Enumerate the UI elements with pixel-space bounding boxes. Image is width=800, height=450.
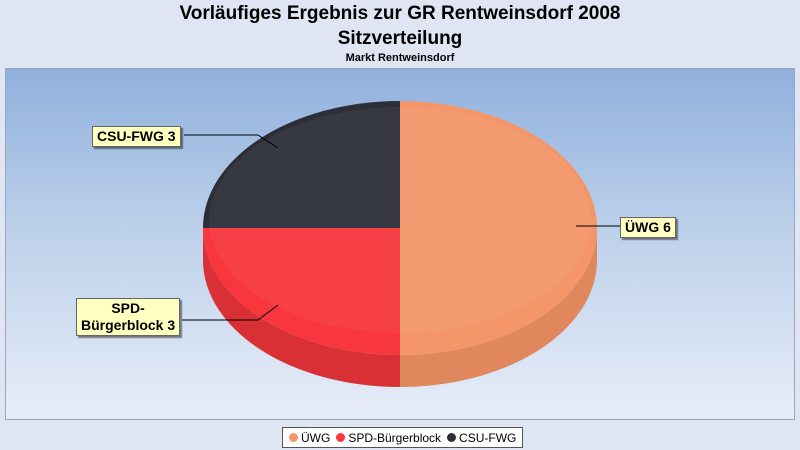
legend-dot-spd-buergerblock (336, 433, 346, 442)
pie-side-0 (400, 228, 597, 387)
chart-sub-subtitle: Markt Rentweinsdorf (345, 52, 455, 64)
legend-label-csu-fwg: CSU-FWG (459, 430, 517, 445)
chart-subtitle: Sitzverteilung (337, 28, 463, 49)
chart-title: Vorläufiges Ergebnis zur GR Rentweinsdor… (179, 3, 621, 24)
legend: ÜWG SPD-Bürgerblock CSU-FWG (282, 427, 524, 448)
slice-label-spd-buergerblock: SPD- Bürgerblock 3 (76, 298, 181, 336)
pie-slice-0[interactable] (400, 101, 597, 355)
legend-dot-csu-fwg (447, 433, 457, 442)
slice-label-csu-fwg: CSU-FWG 3 (92, 126, 181, 147)
legend-item-csu-fwg: CSU-FWG (447, 431, 516, 445)
slice-label-uewg: ÜWG 6 (620, 217, 676, 238)
pie-highlight (209, 107, 591, 333)
slice-label-spd-line1: SPD- (111, 300, 145, 316)
legend-label-spd-buergerblock: SPD-Bürgerblock (348, 430, 442, 445)
pie-slice-2[interactable] (203, 101, 400, 228)
legend-label-uewg: ÜWG (301, 430, 331, 445)
legend-item-uewg: ÜWG (289, 431, 330, 445)
legend-dot-uewg (289, 433, 298, 442)
leader-line-csu-fwg (184, 134, 279, 149)
slice-label-spd-line2: Bürgerblock 3 (81, 317, 176, 333)
leader-line-spd-buergerblock (182, 304, 279, 321)
pie-slice-1[interactable] (203, 228, 400, 355)
pie-side-1 (203, 228, 400, 387)
legend-item-spd-buergerblock: SPD-Bürgerblock (336, 431, 441, 445)
